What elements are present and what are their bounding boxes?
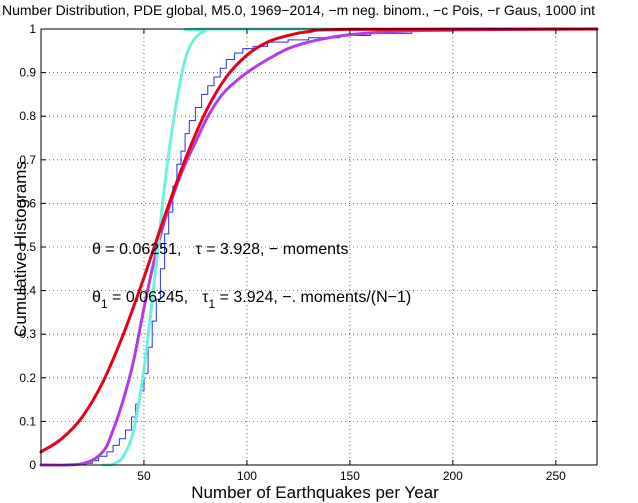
x-tick-label: 250 [546,469,566,483]
y-tick-label: 0.5 [19,240,36,254]
series-line-empirical [75,28,598,466]
series-line-r [39,27,599,454]
annotation-theta1-symbol: θ [92,289,101,306]
y-tick-label: 0.7 [19,153,36,167]
axis-ticks: 50 100 150 200 250 0 0.1 0.2 0.3 0.4 0.5 0.6 0.7 0.8 0… [19,22,597,483]
y-tick-label: 0.4 [19,284,36,298]
annotation-tau-symbol: τ [195,241,202,258]
annotation-theta-value: = 0.06251, [101,241,182,258]
y-axis-label: Cumulative Histograms [11,161,30,337]
y-tick-label: 0.3 [19,327,36,341]
grid-lines [41,29,597,465]
x-tick-label: 150 [340,469,360,483]
y-tick-label: 1 [29,22,36,36]
y-tick-label: 0.9 [19,66,36,80]
chart-title: Number Distribution, PDE global, M5.0, 1… [2,2,595,18]
annotation-moments: θ = 0.06251, τ = 3.928, − moments [92,241,349,258]
y-tick-label: 0.6 [19,196,36,210]
y-tick-label: 0.1 [19,414,36,428]
x-tick-label: 100 [237,469,257,483]
x-tick-label: 200 [443,469,463,483]
y-tick-label: 0.8 [19,109,36,123]
x-axis-label: Number of Earthquakes per Year [191,483,439,502]
annotation-tau-value: = 3.928, − moments [202,241,349,258]
x-tick-label: 50 [137,469,151,483]
annotation-tau1-subscript: 1 [208,297,215,311]
annotation-theta1-subscript: 1 [101,297,108,311]
annotation-tau1-value: = 3.924, −. moments/(N−1) [215,289,411,306]
annotation-tau1-symbol: τ [202,289,209,306]
annotation-moments-n1: θ1 = 0.06245, τ1 = 3.924, −. moments/(N−1… [92,289,411,311]
series-line-m [39,27,599,467]
y-tick-label: 0.2 [19,371,36,385]
y-tick-label: 0 [29,458,36,472]
annotation-theta1-value: = 0.06245, [108,289,189,306]
annotation-theta-symbol: θ [92,241,101,258]
